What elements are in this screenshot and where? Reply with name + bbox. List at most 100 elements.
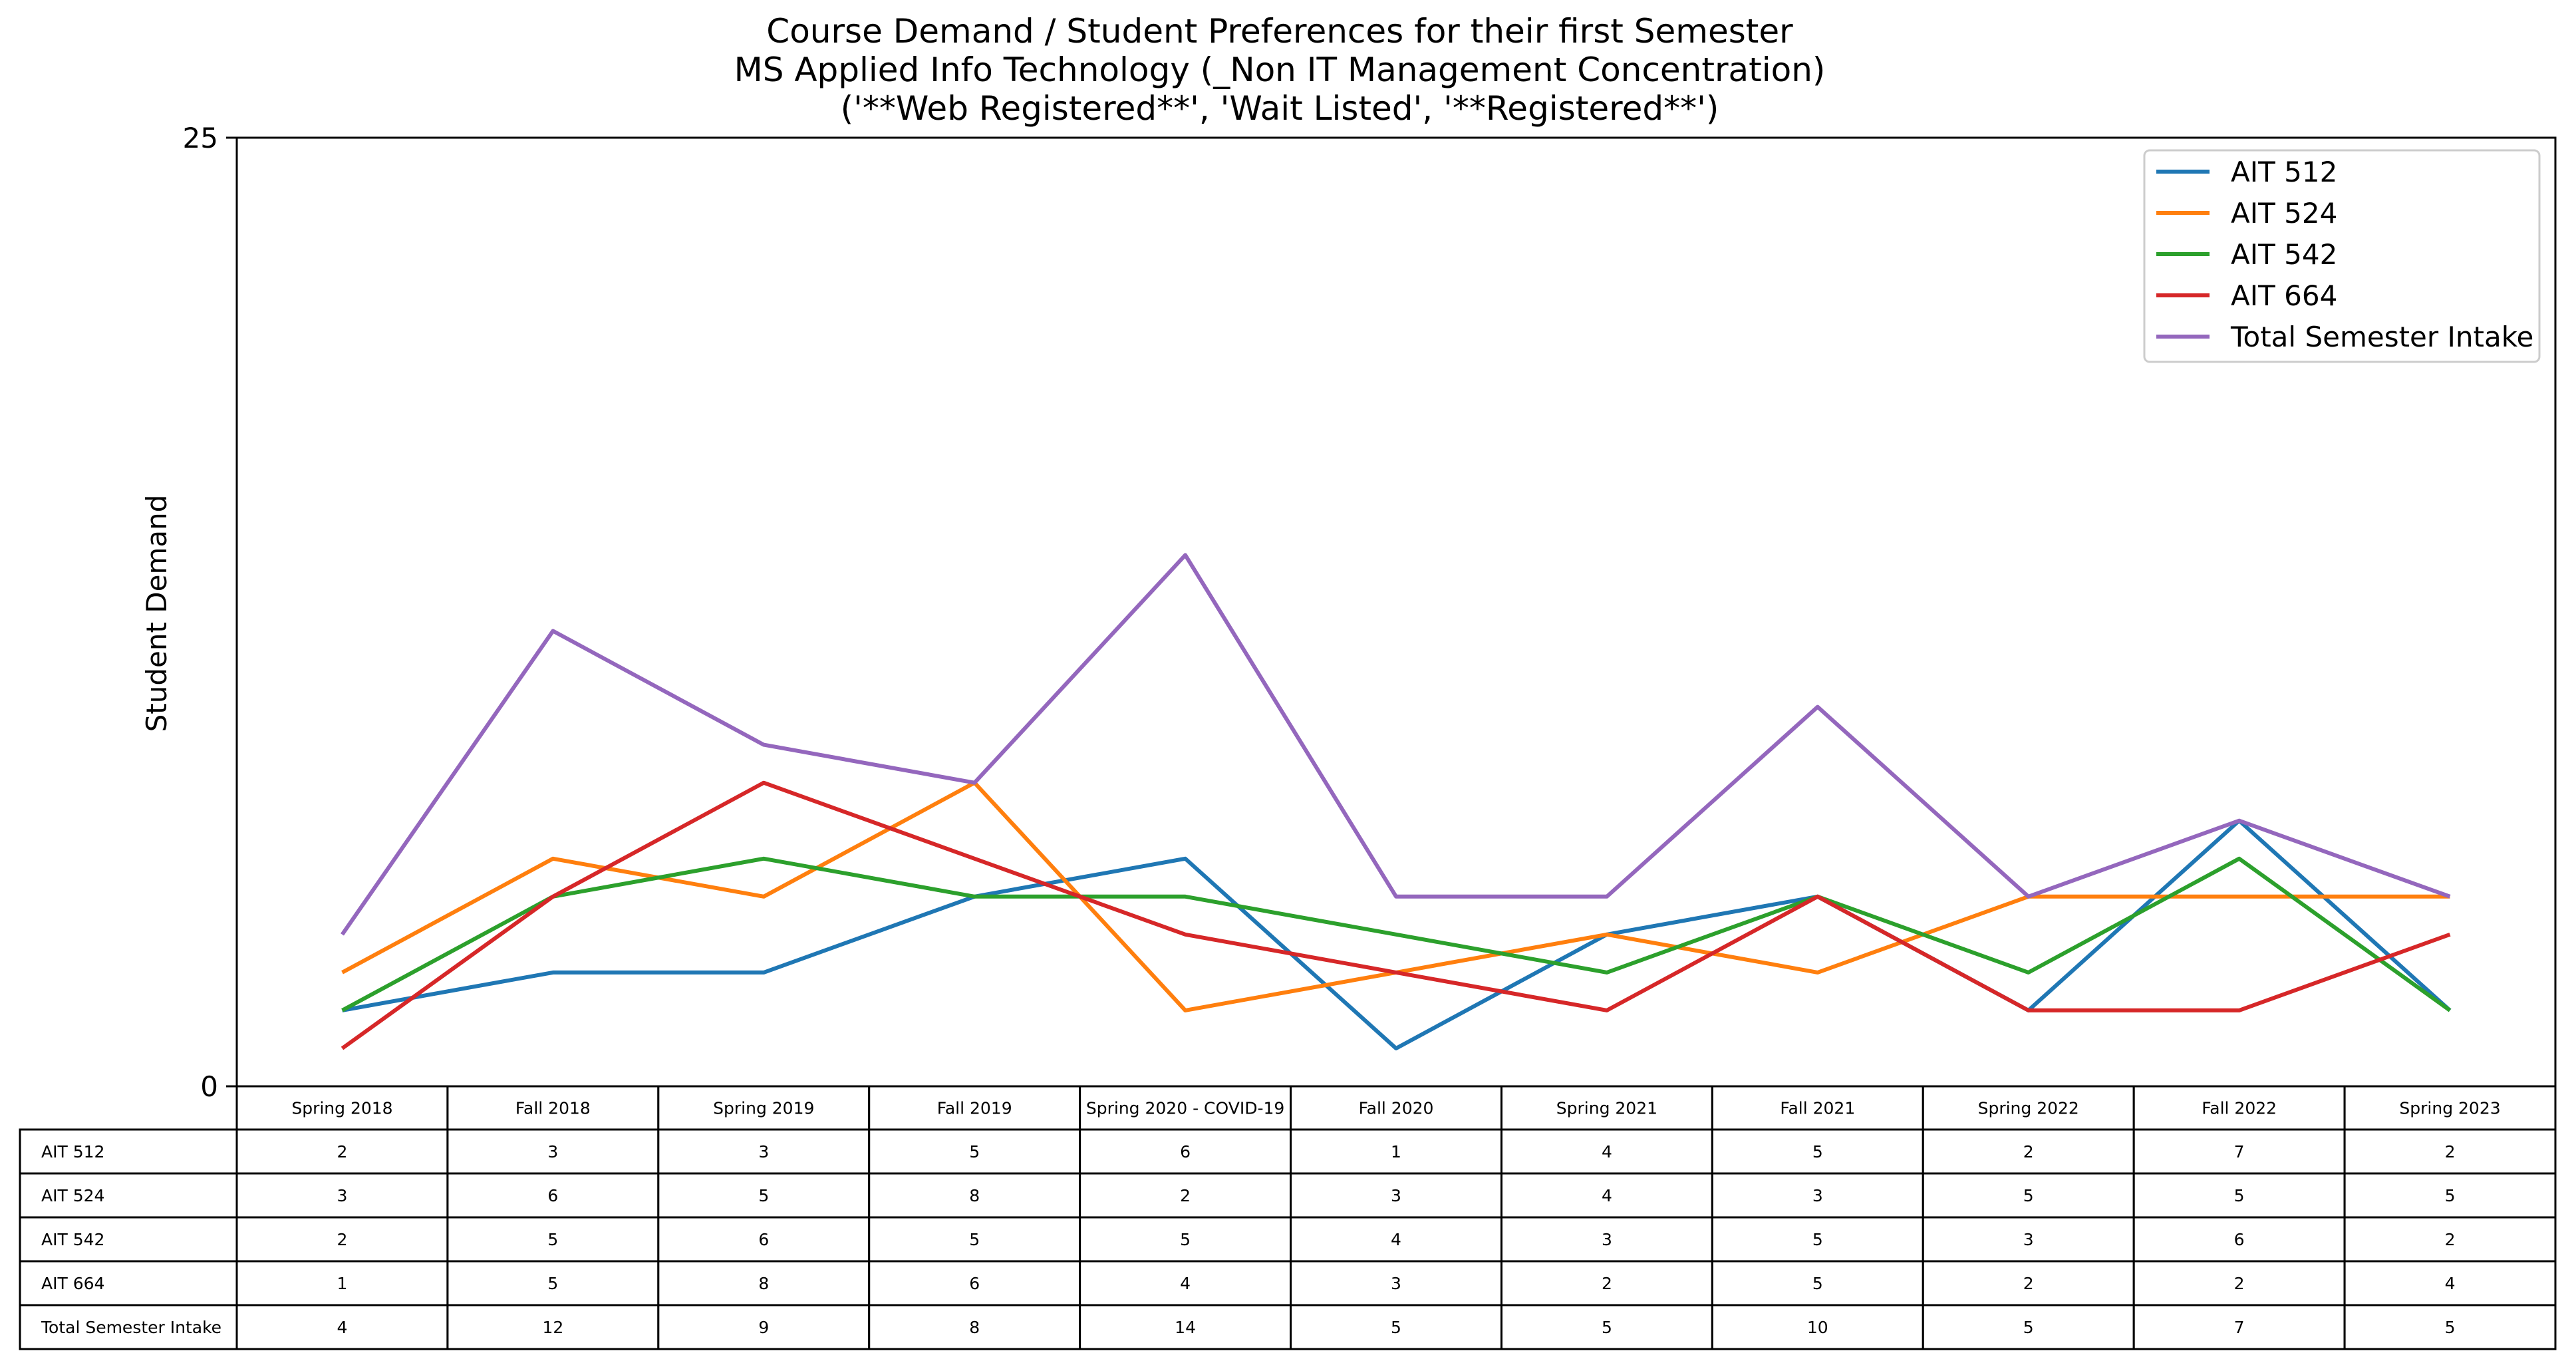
y-tick-label-bottom: 0 xyxy=(200,1070,218,1103)
table-cell xyxy=(1711,1304,1924,1350)
table-cell-value-ait-664-fall-2020: 3 xyxy=(1391,1274,1401,1293)
table-row-label-cell xyxy=(19,1304,238,1350)
table-cell-value-ait-664-fall-2021: 5 xyxy=(1812,1274,1823,1293)
table-cell-value-ait-542-spring-2023: 2 xyxy=(2445,1230,2456,1249)
chart-title-line-1: Course Demand / Student Preferences for … xyxy=(766,12,1793,51)
table-header-fall-2022: Fall 2022 xyxy=(2202,1099,2277,1118)
table-cell-value-ait-664-fall-2022: 2 xyxy=(2234,1274,2245,1293)
table-cell-value-ait-664-spring-2020-covid-19: 4 xyxy=(1180,1274,1191,1293)
chart-title-line-3: ('**Web Registered**', 'Wait Listed', '*… xyxy=(841,89,1719,128)
table-cell-value-total-semester-intake-spring-2018: 4 xyxy=(337,1318,348,1337)
table-cell xyxy=(2343,1128,2557,1175)
table-cell xyxy=(1290,1216,1503,1263)
table-header-spring-2022: Spring 2022 xyxy=(1978,1099,2079,1118)
legend-label-ait-524: AIT 524 xyxy=(2231,197,2337,229)
table-cell xyxy=(2132,1304,2346,1350)
table-cell xyxy=(868,1128,1081,1175)
table-cell-value-ait-542-fall-2022: 6 xyxy=(2234,1230,2245,1249)
table-cell-value-ait-664-fall-2019: 6 xyxy=(969,1274,980,1293)
table-cell xyxy=(868,1172,1081,1219)
table-cell xyxy=(1500,1304,1713,1350)
table-cell xyxy=(1922,1216,2135,1263)
table-header-spring-2019: Spring 2019 xyxy=(713,1099,814,1118)
table-cell-value-ait-664-fall-2018: 5 xyxy=(547,1274,558,1293)
chart-title-line-2: MS Applied Info Technology (_Non IT Mana… xyxy=(734,51,1826,89)
table-cell xyxy=(2132,1128,2346,1175)
table-cell-value-total-semester-intake-spring-2019: 9 xyxy=(758,1318,769,1337)
table-header-spring-2020-covid-19: Spring 2020 - COVID-19 xyxy=(1086,1099,1284,1118)
legend-label-ait-542: AIT 542 xyxy=(2231,238,2337,271)
table-header-cell xyxy=(446,1085,660,1131)
table-cell-value-ait-664-spring-2019: 8 xyxy=(758,1274,769,1293)
table-cell-value-ait-524-fall-2018: 6 xyxy=(547,1186,558,1205)
table-cell-value-ait-512-spring-2023: 2 xyxy=(2445,1142,2456,1161)
table-cell-value-ait-524-spring-2020-covid-19: 2 xyxy=(1180,1186,1191,1205)
table-cell-value-ait-664-spring-2021: 2 xyxy=(1602,1274,1612,1293)
table-cell-value-ait-524-fall-2020: 3 xyxy=(1391,1186,1401,1205)
table-cell xyxy=(1079,1216,1292,1263)
legend: AIT 512 AIT 524 AIT 542 AIT 664 Total Semest… xyxy=(2143,149,2541,363)
table-cell-value-total-semester-intake-spring-2022: 5 xyxy=(2023,1318,2034,1337)
table-cell xyxy=(1922,1128,2135,1175)
table-cell-value-ait-542-fall-2020: 4 xyxy=(1391,1230,1401,1249)
y-tick-label-top: 25 xyxy=(183,122,218,154)
table-header-fall-2019: Fall 2019 xyxy=(937,1099,1012,1118)
table-cell-value-total-semester-intake-fall-2018: 12 xyxy=(542,1318,563,1337)
table-row-label-ait-542: AIT 542 xyxy=(41,1230,104,1249)
table-cell-value-ait-524-fall-2022: 5 xyxy=(2234,1186,2245,1205)
table-cell-value-ait-542-fall-2018: 5 xyxy=(547,1230,558,1249)
table-cell xyxy=(657,1216,871,1263)
table-cell-value-ait-524-spring-2022: 5 xyxy=(2023,1186,2034,1205)
table-cell-value-ait-512-spring-2020-covid-19: 6 xyxy=(1180,1142,1191,1161)
table-header-spring-2018: Spring 2018 xyxy=(291,1099,392,1118)
table-header-cell xyxy=(2132,1085,2346,1131)
table-cell xyxy=(2343,1304,2557,1350)
table-cell xyxy=(235,1128,449,1175)
table-header-spring-2023: Spring 2023 xyxy=(2399,1099,2500,1118)
table-row-label-ait-524: AIT 524 xyxy=(41,1186,104,1205)
table-cell-value-ait-664-spring-2022: 2 xyxy=(2023,1274,2034,1293)
table-cell-value-ait-524-spring-2023: 5 xyxy=(2445,1186,2456,1205)
y-axis: 25 0 xyxy=(183,122,237,1103)
table-header-cell xyxy=(868,1085,1081,1131)
table-header-cell xyxy=(1500,1085,1713,1131)
table-row-label-cell xyxy=(19,1216,238,1263)
legend-label-ait-664: AIT 664 xyxy=(2231,279,2337,312)
table-cell xyxy=(1711,1216,1924,1263)
table-header-fall-2021: Fall 2021 xyxy=(1780,1099,1855,1118)
table-row-label-cell xyxy=(19,1128,238,1175)
series-line-ait-542 xyxy=(341,856,2452,1012)
table-row-label-total-semester-intake: Total Semester Intake xyxy=(41,1318,221,1337)
table-cell xyxy=(2343,1172,2557,1219)
table-cell xyxy=(1079,1172,1292,1219)
legend-box xyxy=(2143,149,2541,363)
table-row-label-ait-664: AIT 664 xyxy=(41,1274,104,1293)
table-cell xyxy=(235,1172,449,1219)
table-cell-value-ait-512-fall-2022: 7 xyxy=(2234,1142,2245,1161)
table-cell-value-ait-524-spring-2018: 3 xyxy=(337,1186,348,1205)
table-cell-value-ait-512-fall-2020: 1 xyxy=(1391,1142,1401,1161)
series-line-ait-664 xyxy=(341,780,2451,1050)
table-header-cell xyxy=(2343,1085,2557,1131)
table-cell xyxy=(2132,1260,2346,1306)
table-cell xyxy=(446,1128,660,1175)
table-cell xyxy=(868,1216,1081,1263)
table-cell xyxy=(1079,1260,1292,1306)
table-header-fall-2018: Fall 2018 xyxy=(515,1099,591,1118)
table-cell-value-total-semester-intake-spring-2021: 5 xyxy=(1602,1318,1612,1337)
legend-label-total-semester-intake: Total Semester Intake xyxy=(2230,321,2533,353)
table-cell xyxy=(1500,1128,1713,1175)
table-cell-value-ait-664-spring-2023: 4 xyxy=(2445,1274,2456,1293)
table-cell xyxy=(1500,1216,1713,1263)
legend-label-ait-512: AIT 512 xyxy=(2231,156,2337,188)
table-cell-value-ait-542-fall-2019: 5 xyxy=(969,1230,980,1249)
table-cell xyxy=(1079,1304,1292,1350)
table-cell xyxy=(2343,1216,2557,1263)
table-cell-value-ait-512-spring-2019: 3 xyxy=(758,1142,769,1161)
table-cell-value-ait-524-spring-2019: 5 xyxy=(758,1186,769,1205)
table-cell-value-ait-512-fall-2018: 3 xyxy=(547,1142,558,1161)
table-cell-value-ait-542-spring-2018: 2 xyxy=(337,1230,348,1249)
table-cell-value-total-semester-intake-spring-2020-covid-19: 14 xyxy=(1175,1318,1196,1337)
table-cell-value-ait-664-spring-2018: 1 xyxy=(337,1274,348,1293)
